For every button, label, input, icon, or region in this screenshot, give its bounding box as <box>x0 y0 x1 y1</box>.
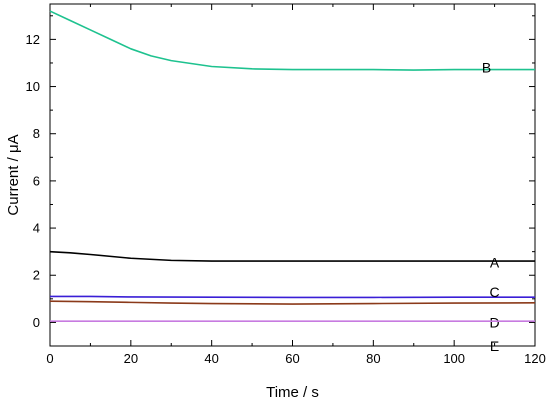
y-axis: 0 2 4 6 8 10 12 <box>26 15 535 347</box>
y-tick-label: 4 <box>33 221 40 236</box>
series-line-d <box>49 300 536 305</box>
x-tick-label: 60 <box>285 351 299 366</box>
y-axis-title: Current / μA <box>5 134 22 215</box>
x-tick-label: 20 <box>124 351 138 366</box>
y-tick-label: 12 <box>26 32 40 47</box>
y-tick-label: 2 <box>33 268 40 283</box>
series-line-c <box>50 295 535 299</box>
plot-frame <box>49 3 536 347</box>
x-tick-label: 100 <box>443 351 465 366</box>
y-tick-label: 10 <box>26 79 40 94</box>
series-label-a: A <box>490 254 500 270</box>
y-tick-label: 6 <box>33 173 40 188</box>
x-tick-label: 80 <box>366 351 380 366</box>
series-label-b: B <box>482 60 491 76</box>
x-tick-label: 120 <box>524 351 546 366</box>
y-tick-label: 0 <box>33 315 40 330</box>
y-tick-label: 8 <box>33 126 40 141</box>
plot-area <box>49 3 536 347</box>
series-label-d: D <box>490 314 500 330</box>
x-tick-label: 40 <box>204 351 218 366</box>
series-line-b <box>49 10 535 71</box>
x-tick-label: 0 <box>46 351 53 366</box>
x-axis-title: Time / s <box>266 384 319 401</box>
x-axis: 0 20 40 60 80 100 120 <box>46 4 546 366</box>
series-label-c: C <box>490 284 500 300</box>
series-line-a <box>49 250 535 262</box>
